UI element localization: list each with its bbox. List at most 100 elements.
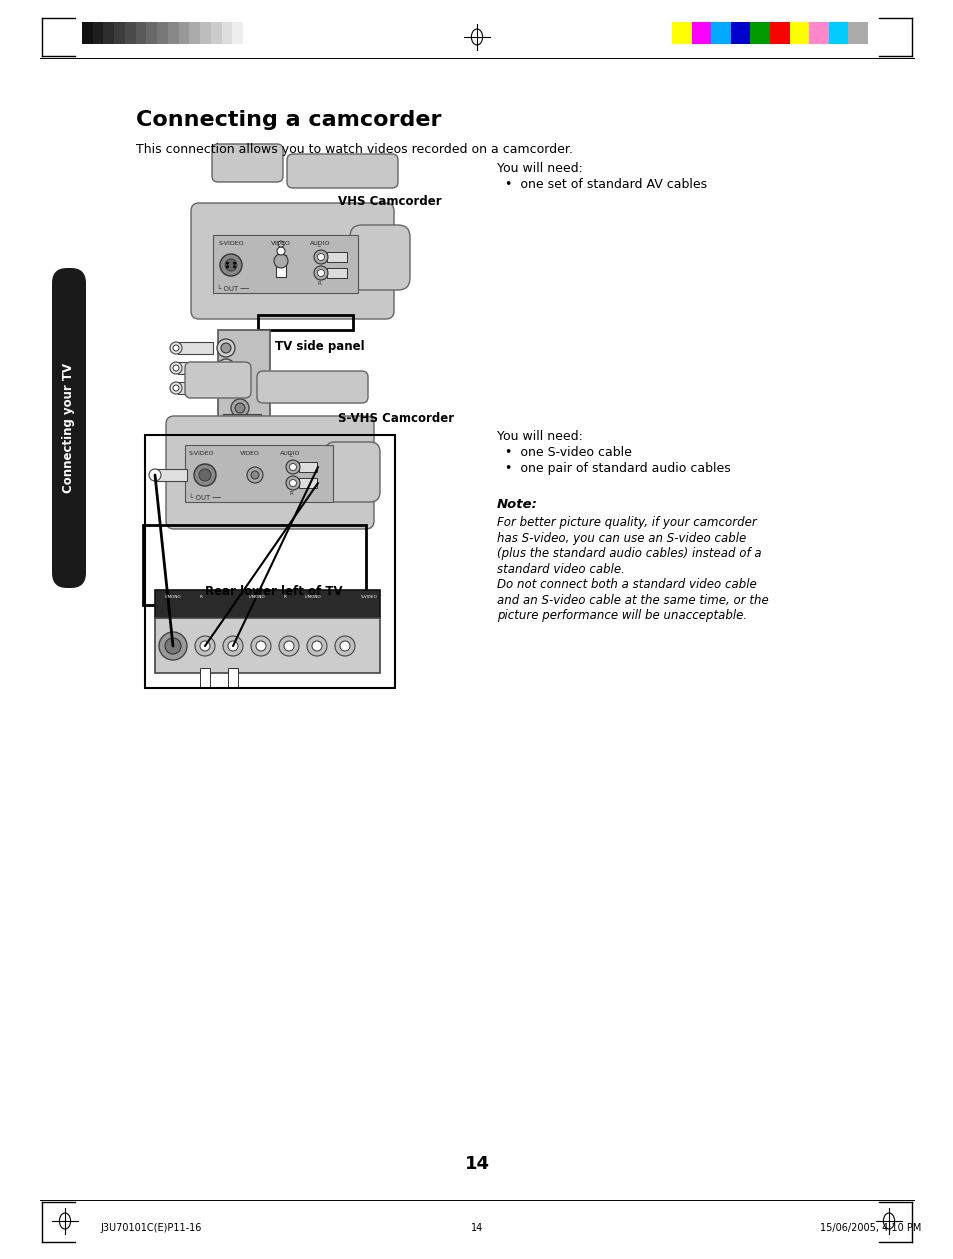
Bar (218, 330, 270, 444)
Bar (228, 669, 237, 687)
Bar (828, 21, 847, 44)
Circle shape (221, 363, 231, 373)
Bar (327, 252, 347, 262)
Bar (327, 268, 347, 278)
Circle shape (165, 638, 181, 653)
Bar (691, 21, 710, 44)
Text: L: L (317, 243, 320, 248)
Text: •  one pair of standard audio cables: • one pair of standard audio cables (504, 462, 730, 475)
Text: Rear lower left of TV: Rear lower left of TV (205, 585, 342, 598)
Text: L/MONO: L/MONO (249, 596, 265, 599)
Bar (125, 21, 135, 44)
Circle shape (172, 385, 179, 392)
Bar (178, 363, 213, 374)
Circle shape (278, 636, 298, 656)
Circle shape (251, 636, 271, 656)
Circle shape (216, 359, 234, 376)
Circle shape (216, 379, 234, 397)
FancyBboxPatch shape (212, 144, 283, 183)
Circle shape (172, 345, 179, 351)
Text: (plus the standard audio cables) instead of a: (plus the standard audio cables) instead… (497, 546, 760, 560)
Text: You will need:: You will need: (497, 162, 582, 175)
Bar (221, 21, 233, 44)
Bar (275, 256, 286, 277)
Circle shape (225, 259, 236, 271)
Circle shape (216, 339, 234, 358)
Circle shape (314, 266, 328, 279)
Bar (154, 618, 379, 674)
Bar (103, 21, 114, 44)
Bar (178, 21, 190, 44)
Bar (789, 21, 808, 44)
Text: 14: 14 (464, 1155, 489, 1173)
Bar (154, 470, 187, 481)
Text: has S-video, you can use an S-video cable: has S-video, you can use an S-video cabl… (497, 531, 745, 544)
Bar (114, 21, 125, 44)
Circle shape (317, 269, 324, 277)
Text: L/MONO: L/MONO (304, 596, 321, 599)
Text: VIDEO: VIDEO (240, 451, 259, 456)
Circle shape (172, 365, 179, 371)
Circle shape (339, 641, 350, 651)
Bar (200, 669, 210, 687)
Circle shape (234, 403, 245, 413)
Circle shape (220, 254, 242, 276)
Bar (185, 444, 333, 502)
Circle shape (307, 636, 327, 656)
Circle shape (170, 342, 182, 354)
Text: Connecting your TV: Connecting your TV (63, 363, 75, 494)
Circle shape (286, 476, 299, 490)
Bar (847, 21, 867, 44)
Text: Note:: Note: (497, 499, 537, 511)
Text: └ OUT ──: └ OUT ── (189, 495, 221, 501)
Bar (710, 21, 730, 44)
Text: TV side panel: TV side panel (274, 340, 364, 353)
Bar (145, 436, 395, 687)
Text: R: R (199, 596, 202, 599)
FancyBboxPatch shape (287, 154, 397, 188)
Circle shape (289, 480, 296, 486)
FancyBboxPatch shape (325, 442, 379, 502)
Text: S-VIDEO: S-VIDEO (219, 240, 244, 246)
Text: Connecting a camcorder: Connecting a camcorder (136, 110, 441, 130)
Circle shape (247, 467, 263, 483)
Bar (168, 21, 178, 44)
Circle shape (170, 381, 182, 394)
Text: L/MONO: L/MONO (165, 596, 181, 599)
Text: Do not connect both a standard video cable: Do not connect both a standard video cab… (497, 578, 756, 590)
Circle shape (194, 636, 214, 656)
FancyBboxPatch shape (52, 268, 86, 588)
Bar (671, 21, 691, 44)
Text: and an S-video cable at the same time, or the: and an S-video cable at the same time, o… (497, 593, 768, 607)
FancyBboxPatch shape (185, 363, 251, 398)
Bar (147, 21, 157, 44)
Bar (213, 235, 357, 293)
Text: R: R (283, 596, 286, 599)
Circle shape (226, 266, 229, 268)
FancyBboxPatch shape (191, 203, 394, 319)
Text: •  one S-video cable: • one S-video cable (504, 446, 631, 460)
Bar (750, 21, 769, 44)
Text: VIDEO: VIDEO (271, 240, 291, 246)
Circle shape (193, 465, 215, 486)
FancyBboxPatch shape (166, 415, 374, 529)
Text: L: L (289, 453, 293, 458)
Text: 14: 14 (471, 1222, 482, 1233)
Bar (143, 525, 366, 606)
Circle shape (233, 262, 235, 264)
Circle shape (223, 636, 243, 656)
Text: └ OUT ──: └ OUT ── (216, 286, 249, 292)
Bar (92, 21, 103, 44)
Text: picture performance will be unacceptable.: picture performance will be unacceptable… (497, 609, 746, 622)
Circle shape (251, 471, 258, 478)
Bar (298, 478, 316, 488)
Bar (233, 21, 243, 44)
Text: 15/06/2005, 4:10 PM: 15/06/2005, 4:10 PM (820, 1222, 921, 1233)
Bar (135, 21, 147, 44)
Circle shape (159, 632, 187, 660)
Bar (157, 21, 168, 44)
Circle shape (312, 641, 322, 651)
Text: S-VHS Camcorder: S-VHS Camcorder (337, 412, 454, 426)
Circle shape (255, 641, 266, 651)
Circle shape (149, 470, 161, 481)
